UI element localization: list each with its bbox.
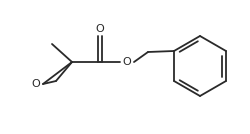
Text: O: O	[122, 57, 132, 67]
Text: O: O	[96, 24, 104, 34]
Text: O: O	[32, 79, 40, 89]
